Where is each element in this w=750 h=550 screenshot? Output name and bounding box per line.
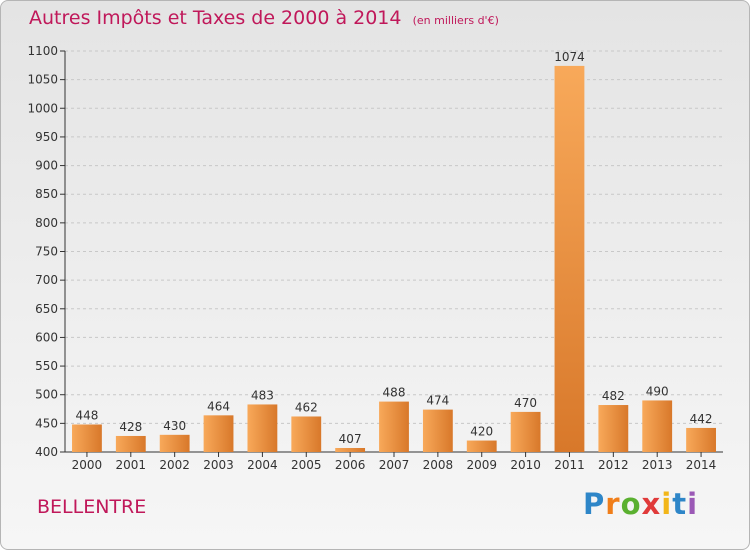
- bar-value-label: 488: [383, 386, 406, 400]
- logo-letter: r: [605, 487, 621, 521]
- bar: [247, 404, 278, 452]
- x-tick-label: 2012: [598, 458, 629, 472]
- bar: [203, 415, 234, 452]
- logo-letter: P: [583, 487, 606, 521]
- y-tick-label: 600: [35, 330, 58, 344]
- logo-letter: i: [661, 487, 673, 521]
- bar: [379, 401, 409, 452]
- bar: [422, 409, 453, 452]
- bar: [510, 411, 541, 452]
- place-name: BELLENTRE: [37, 496, 147, 518]
- x-tick-label: 2001: [116, 458, 147, 472]
- bar-value-label: 470: [514, 396, 537, 410]
- x-tick-label: 2008: [423, 458, 454, 472]
- logo-letter: x: [641, 487, 662, 521]
- logo-letter: i: [687, 487, 699, 521]
- proxiti-logo: Proxiti: [583, 487, 698, 521]
- bar-value-label: 474: [426, 394, 449, 408]
- y-tick-label: 900: [35, 159, 58, 173]
- bar: [686, 427, 716, 452]
- x-tick-label: 2009: [466, 458, 497, 472]
- logo-letter: o: [620, 487, 642, 521]
- bar-value-label: 464: [207, 399, 230, 413]
- bar: [466, 440, 497, 452]
- chart-title: Autres Impôts et Taxes de 2000 à 2014: [29, 7, 402, 29]
- y-tick-label: 800: [35, 216, 58, 230]
- x-tick-label: 2010: [510, 458, 541, 472]
- x-tick-label: 2000: [72, 458, 103, 472]
- y-tick-label: 1100: [27, 44, 58, 58]
- logo-letter: t: [672, 487, 688, 521]
- y-tick-label: 450: [35, 416, 58, 430]
- bar-value-label: 448: [75, 409, 98, 423]
- bar-value-label: 428: [119, 420, 142, 434]
- y-tick-label: 500: [35, 388, 58, 402]
- y-tick-label: 850: [35, 187, 58, 201]
- y-tick-label: 650: [35, 302, 58, 316]
- y-tick-label: 550: [35, 359, 58, 373]
- bar-value-label: 462: [295, 400, 318, 414]
- x-tick-label: 2011: [554, 458, 585, 472]
- bar: [598, 405, 629, 452]
- y-tick-label: 700: [35, 273, 58, 287]
- x-tick-label: 2007: [379, 458, 410, 472]
- bar: [291, 416, 322, 452]
- x-tick-label: 2003: [203, 458, 234, 472]
- bar-value-label: 407: [339, 432, 362, 446]
- y-tick-label: 950: [35, 130, 58, 144]
- bar: [335, 447, 366, 452]
- bar-value-label: 482: [602, 389, 625, 403]
- x-tick-label: 2013: [642, 458, 673, 472]
- bar: [159, 434, 190, 452]
- x-tick-label: 2006: [335, 458, 366, 472]
- bar: [554, 65, 585, 452]
- bar: [642, 400, 673, 452]
- bar-value-label: 1074: [554, 50, 585, 64]
- y-tick-label: 1050: [27, 73, 58, 87]
- x-tick-label: 2002: [159, 458, 190, 472]
- y-tick-label: 400: [35, 445, 58, 459]
- bar-value-label: 490: [646, 384, 669, 398]
- bar-value-label: 442: [690, 412, 713, 426]
- bar-value-label: 430: [163, 419, 186, 433]
- chart-subtitle: (en milliers d'€): [412, 14, 499, 27]
- x-tick-label: 2014: [686, 458, 717, 472]
- x-tick-label: 2004: [247, 458, 278, 472]
- bar: [72, 424, 102, 452]
- x-tick-label: 2005: [291, 458, 322, 472]
- chart-title-group: Autres Impôts et Taxes de 2000 à 2014 (e…: [29, 7, 499, 29]
- y-tick-label: 1000: [27, 101, 58, 115]
- y-tick-label: 750: [35, 245, 58, 259]
- bar-value-label: 483: [251, 388, 274, 402]
- bar-value-label: 420: [470, 425, 493, 439]
- bar: [115, 435, 146, 452]
